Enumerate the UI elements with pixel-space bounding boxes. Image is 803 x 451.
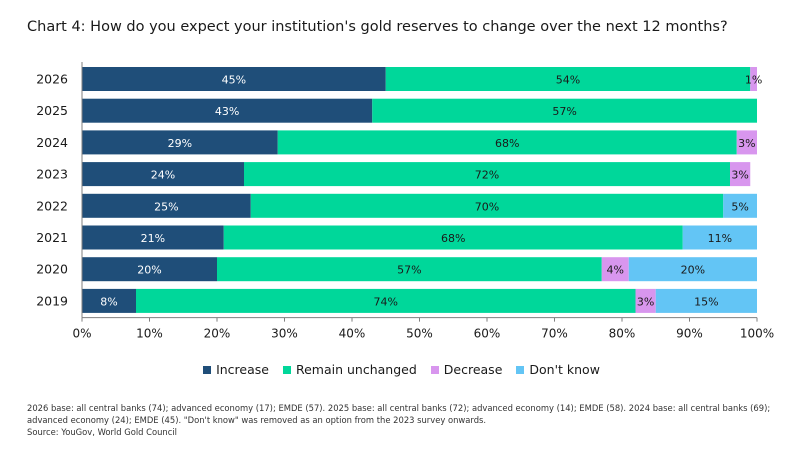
legend-swatch [203,365,212,374]
bar-segment [250,193,724,218]
x-tick-label: 20% [204,327,231,341]
bar-segment [82,67,386,91]
legend-item: Decrease [430,362,503,377]
data-label: 20% [137,264,161,277]
bar-segment [730,162,751,187]
data-label: 3% [731,169,748,182]
bar-segment [244,162,730,187]
data-label: 29% [168,137,192,150]
x-tick-label: 10% [136,327,163,341]
stacked-bar-chart: 2026 45% 54% 1% 2025 43% 57% 2024 29% 68% 3% 2023 24… [36,62,774,341]
bar-segment [82,225,224,250]
category-label: 2026 [36,72,68,87]
data-label: 74% [374,295,398,308]
x-tick-label: 60% [474,327,501,341]
legend-item: Increase [203,362,269,377]
bar-segment [750,67,757,91]
data-label: 45% [222,74,246,87]
category-label: 2024 [36,135,68,150]
bar-segment [736,130,757,155]
bar-segment [82,288,136,313]
source-note: Source: YouGov, World Gold Council [27,427,178,437]
category-label: 2022 [36,198,68,213]
data-label: 21% [141,232,165,245]
data-label: 54% [556,74,580,87]
data-label: 68% [495,137,519,150]
footnote-line-1: 2026 base: all central banks (74); advan… [27,403,771,413]
x-tick-label: 70% [541,327,568,341]
data-label: 25% [154,200,178,213]
category-label: 2021 [36,230,68,245]
data-label: 57% [397,264,421,277]
footnote-line-2: advanced economy (24); EMDE (45). "Don't… [27,415,487,425]
category-label: 2020 [36,262,68,277]
x-tick-label: 50% [406,327,433,341]
bar-segment [82,162,244,187]
data-label: 15% [694,295,718,308]
bar-segment [385,67,751,91]
data-label: 43% [215,105,239,118]
bar-segment [628,257,757,282]
data-label: 5% [731,200,748,213]
data-label: 4% [607,264,624,277]
chart-title: Chart 4: How do you expect your institut… [27,19,728,35]
bar-segment [82,193,251,218]
legend-swatch [516,365,525,374]
x-tick-label: 0% [72,327,91,341]
legend-item: Remain unchanged [282,362,417,377]
x-tick-label: 90% [676,327,703,341]
bar-segment [601,257,629,282]
legend-label: Remain unchanged [295,362,417,377]
bar-segment [277,130,737,155]
bar-segment [655,288,757,313]
data-label: 11% [708,232,732,245]
bar-segment [82,98,373,123]
category-label: 2025 [36,103,68,118]
bar-segment [372,98,757,123]
data-label: 72% [475,169,499,182]
data-label: 1% [745,74,762,87]
data-label: 24% [151,169,175,182]
data-label: 3% [637,295,654,308]
bar-segment [223,225,683,250]
bar-segment [82,130,278,155]
footnotes: 2026 base: all central banks (74); advan… [27,402,787,438]
bar-segment [217,257,602,282]
legend-swatch [282,365,291,374]
bar-segment [723,193,757,218]
legend-label: Don't know [529,362,600,377]
bar-segment [635,288,656,313]
data-label: 70% [475,200,499,213]
bar-segment [136,288,636,313]
x-tick-label: 40% [339,327,366,341]
legend-label: Decrease [443,362,503,377]
category-label: 2023 [36,167,68,182]
legend-label: Increase [216,362,269,377]
legend-item: Don't know [516,362,600,377]
bar-segment [682,225,757,250]
data-label: 8% [100,295,117,308]
x-tick-label: 30% [271,327,298,341]
x-tick-label: 100% [740,327,774,341]
data-label: 68% [441,232,465,245]
legend-swatch [430,365,439,374]
bar-segment [82,257,217,282]
x-tick-label: 80% [609,327,636,341]
category-label: 2019 [36,293,68,308]
data-label: 3% [738,137,755,150]
legend: Increase Remain unchanged Decrease Don't kn… [0,362,803,377]
data-label: 57% [552,105,576,118]
data-label: 20% [681,264,705,277]
